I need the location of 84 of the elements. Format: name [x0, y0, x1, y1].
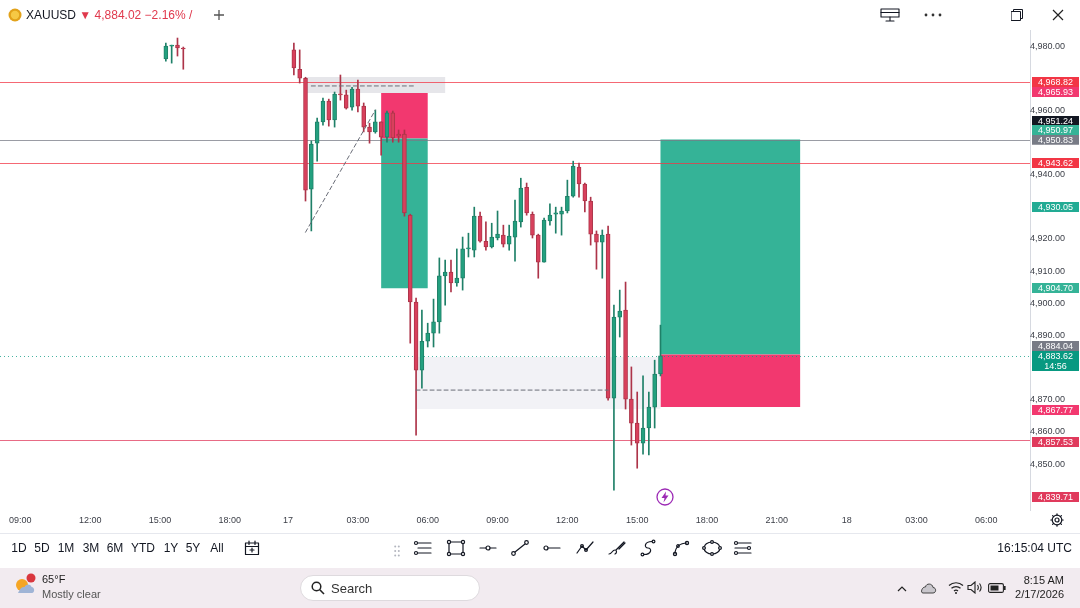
candlestick — [658, 324, 663, 377]
candlestick — [617, 289, 623, 338]
candlestick — [553, 206, 559, 234]
ref-line-label: 4,950.83 — [1037, 134, 1074, 145]
candlestick — [623, 281, 628, 410]
candlestick — [431, 298, 436, 348]
ref-line-label: 4,857.53 — [1037, 436, 1074, 447]
candlestick — [332, 91, 337, 128]
chart-subtitle: ▼ 4,884.02 −2.16% / — [79, 8, 193, 22]
candlestick — [652, 359, 657, 429]
candlestick — [437, 257, 442, 334]
candlestick — [367, 122, 372, 144]
text: 4,965.93 — [1032, 87, 1079, 97]
candlestick — [303, 76, 308, 202]
text: 1M — [57, 541, 75, 555]
y-tick-label: 4,900.00 — [1029, 297, 1066, 308]
text: 16:15:04 UTC — [997, 541, 1072, 555]
x-tick-label: 21:00 — [765, 514, 789, 525]
text: 5D — [34, 541, 50, 555]
candlestick — [599, 229, 605, 279]
candlestick — [594, 230, 599, 270]
ref-line-label: 4,968.82 — [1037, 77, 1074, 87]
candlestick — [338, 74, 343, 101]
candlestick — [373, 109, 378, 134]
candlestick — [460, 236, 465, 291]
x-tick-label: 18 — [841, 514, 852, 525]
text: 4,884.04 — [1032, 340, 1079, 351]
text: 4,867.77 — [1032, 405, 1079, 416]
candlestick — [297, 49, 303, 84]
text: All — [210, 541, 224, 555]
x-tick-label: 15:00 — [625, 514, 649, 525]
ref-line-label: 4,883.62 — [1037, 350, 1074, 361]
candlestick — [530, 211, 535, 239]
candlestick — [524, 182, 529, 216]
x-tick-label: 06:00 — [416, 514, 439, 525]
x-tick-label: 18:00 — [695, 514, 719, 525]
y-tick-label: 4,890.00 — [1029, 329, 1066, 340]
text: 65°F — [42, 573, 66, 586]
candlestick — [180, 46, 186, 70]
y-tick-label: 4,920.00 — [1029, 233, 1066, 244]
x-tick-label: 17 — [283, 514, 294, 525]
text: 2/17/2026 — [1015, 588, 1064, 601]
y-tick-label: 4,960.00 — [1029, 104, 1066, 115]
y-tick-label: 4,860.00 — [1029, 426, 1066, 437]
candlestick — [501, 224, 506, 248]
text: 8:15 AM — [1023, 574, 1064, 587]
x-tick-label: 09:00 — [486, 514, 509, 525]
text: 14:56 — [1044, 360, 1067, 371]
y-tick-label: 4,940.00 — [1029, 169, 1066, 180]
y-tick-label: 4,980.00 — [1029, 40, 1066, 51]
x-tick-label: 06:00 — [975, 514, 998, 525]
text: 4,930.05 — [1032, 201, 1079, 212]
x-tick-label: 15:00 — [148, 514, 172, 525]
candlestick — [466, 232, 471, 258]
y-tick-label: 4,910.00 — [1029, 265, 1066, 276]
y-tick-label: 4,870.00 — [1029, 394, 1066, 405]
x-tick-label: 03:00 — [905, 514, 928, 525]
chart-title: XAUUSD — [26, 8, 77, 22]
text: 5Y — [185, 541, 201, 555]
text: YTD — [131, 541, 155, 555]
x-tick-label: 12:00 — [78, 514, 102, 525]
y-tick-label: 4,850.00 — [1029, 458, 1066, 469]
text: 1Y — [163, 541, 179, 555]
x-tick-label: 03:00 — [346, 514, 370, 525]
text: 6M — [106, 541, 124, 555]
candlestick — [559, 206, 564, 236]
text: 1D — [11, 541, 27, 555]
ref-line-label: 4,943.62 — [1037, 158, 1074, 169]
text: 3M — [82, 541, 100, 555]
search-field: Search — [300, 575, 480, 601]
text: 4,904.70 — [1032, 283, 1079, 294]
candlestick — [565, 179, 570, 214]
candlestick — [588, 196, 593, 246]
candlestick — [402, 129, 407, 217]
text: 4,950.97 — [1032, 125, 1079, 136]
x-tick-label: 18:00 — [218, 514, 242, 525]
candlestick — [309, 140, 314, 232]
x-tick-label: 12:00 — [556, 514, 579, 525]
x-tick-label: 09:00 — [9, 514, 32, 525]
text: 4,839.71 — [1032, 492, 1079, 503]
candlestick — [169, 44, 174, 64]
candlestick — [454, 248, 460, 287]
text: 4,951.24 — [1032, 115, 1079, 126]
text: Mostly clear — [42, 588, 101, 601]
